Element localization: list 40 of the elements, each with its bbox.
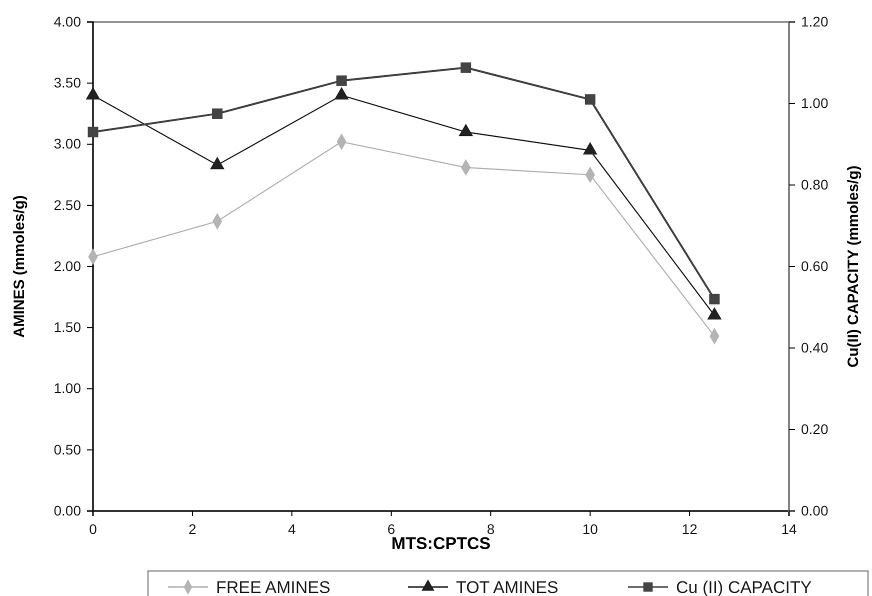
x-axis-title: MTS:CPTCS bbox=[391, 534, 491, 553]
x-tick-label: 2 bbox=[188, 520, 197, 537]
point bbox=[460, 62, 472, 73]
y-tick-label: 3.00 bbox=[54, 136, 82, 152]
point bbox=[458, 124, 474, 136]
y2-tick-label: 1.20 bbox=[801, 13, 828, 30]
y-tick-label: 3.50 bbox=[54, 74, 82, 91]
y2-tick-label: 0.20 bbox=[801, 420, 828, 437]
point bbox=[210, 156, 224, 170]
y-tick-label: 1.00 bbox=[54, 380, 82, 396]
y2-tick-label: 1.00 bbox=[801, 94, 828, 111]
point bbox=[88, 126, 98, 138]
point bbox=[584, 94, 596, 105]
legend-label: FREE AMINES bbox=[216, 578, 330, 596]
point bbox=[336, 75, 347, 86]
point bbox=[582, 142, 598, 155]
x-tick-label: 6 bbox=[387, 520, 396, 537]
point bbox=[334, 87, 349, 100]
y2-tick-label: 0.60 bbox=[801, 258, 828, 274]
x-tick-label: 0 bbox=[89, 520, 98, 537]
y2-axis-title: Cu(II) CAPACITY (mmoles/g) bbox=[845, 166, 862, 368]
y-tick-label: 2.00 bbox=[54, 258, 82, 274]
y-tick-label: 0.50 bbox=[54, 441, 82, 458]
x-tick-label: 8 bbox=[486, 520, 495, 537]
x-tick-label: 14 bbox=[781, 520, 797, 537]
y-axis-title: AMINES (mmoles/g) bbox=[11, 195, 28, 338]
point bbox=[709, 294, 720, 304]
point bbox=[86, 87, 100, 100]
y-tick-label: 2.50 bbox=[54, 196, 82, 213]
y-tick-label: 0.00 bbox=[54, 502, 82, 518]
y2-tick-label: 0.80 bbox=[801, 176, 828, 192]
y2-tick-label: 0.00 bbox=[801, 502, 828, 518]
x-tick-label: 10 bbox=[582, 520, 598, 537]
y-tick-label: 4.00 bbox=[54, 13, 82, 30]
legend-label: TOT AMINES bbox=[456, 578, 558, 596]
x-tick-label: 12 bbox=[682, 520, 698, 537]
x-tick-label: 4 bbox=[288, 520, 296, 537]
point bbox=[212, 108, 223, 119]
y-tick-label: 1.50 bbox=[54, 319, 82, 336]
y2-tick-label: 0.40 bbox=[801, 339, 828, 356]
